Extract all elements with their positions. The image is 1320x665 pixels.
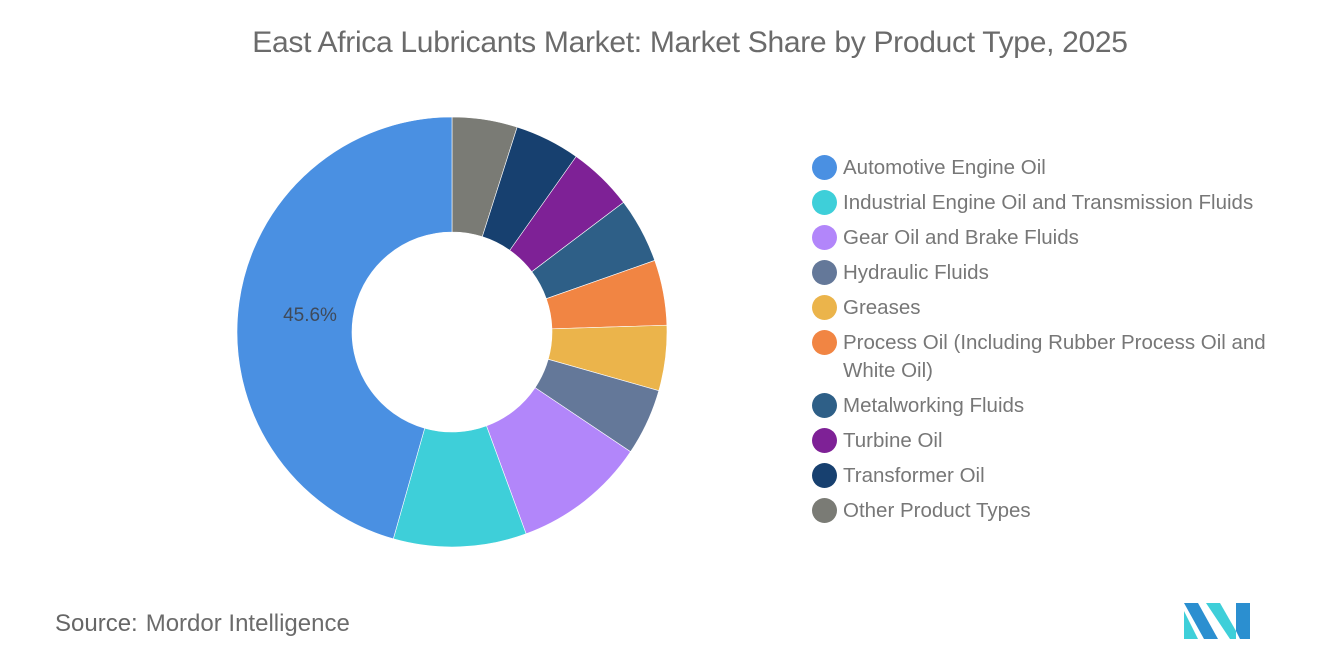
legend-label: Hydraulic Fluids bbox=[843, 261, 989, 284]
chart-title: East Africa Lubricants Market: Market Sh… bbox=[252, 26, 1128, 59]
legend-swatch-icon bbox=[812, 225, 837, 250]
source-label: Source: bbox=[55, 610, 138, 637]
legend-swatch-icon bbox=[812, 190, 837, 215]
donut-slice-automotive-engine-oil bbox=[236, 116, 453, 540]
legend-label: Other Product Types bbox=[843, 499, 1031, 522]
legend-item: Gear Oil and Brake Fluids bbox=[812, 224, 1272, 252]
legend-item: Metalworking Fluids bbox=[812, 392, 1272, 420]
legend-item: Hydraulic Fluids bbox=[812, 259, 1272, 287]
slice-data-label: 45.6% bbox=[283, 305, 337, 326]
chart-legend: Automotive Engine Oil Industrial Engine O… bbox=[812, 154, 1272, 532]
donut-data-labels: 45.6% bbox=[283, 305, 337, 326]
legend-item: Process Oil (Including Rubber Process Oi… bbox=[812, 329, 1272, 385]
legend-label: Greases bbox=[843, 296, 921, 319]
legend-swatch-icon bbox=[812, 463, 837, 488]
source-value: Mordor Intelligence bbox=[145, 610, 350, 637]
mordor-intelligence-logo-icon bbox=[1184, 603, 1250, 644]
legend-label: Industrial Engine Oil and Transmission F… bbox=[843, 191, 1254, 214]
legend-label: Process Oil (Including Rubber Process Oi… bbox=[843, 331, 1266, 382]
legend-label: Automotive Engine Oil bbox=[843, 156, 1046, 179]
legend-label: Gear Oil and Brake Fluids bbox=[843, 226, 1079, 249]
legend-item: Automotive Engine Oil bbox=[812, 154, 1272, 182]
legend-swatch-icon bbox=[812, 393, 837, 418]
donut-slices bbox=[236, 116, 668, 548]
legend-item: Industrial Engine Oil and Transmission F… bbox=[812, 189, 1272, 217]
legend-swatch-icon bbox=[812, 155, 837, 180]
logo-mark-icon bbox=[1184, 603, 1250, 639]
legend-item: Transformer Oil bbox=[812, 462, 1272, 490]
legend-swatch-icon bbox=[812, 330, 837, 355]
donut-chart: 45.6% bbox=[236, 116, 668, 548]
legend-swatch-icon bbox=[812, 295, 837, 320]
legend-item: Turbine Oil bbox=[812, 427, 1272, 455]
legend-swatch-icon bbox=[812, 498, 837, 523]
source-footer: Source: Mordor Intelligence bbox=[55, 610, 350, 638]
legend-label: Metalworking Fluids bbox=[843, 394, 1025, 417]
legend-label: Transformer Oil bbox=[843, 464, 985, 487]
legend-swatch-icon bbox=[812, 260, 837, 285]
legend-item: Greases bbox=[812, 294, 1272, 322]
legend-item: Other Product Types bbox=[812, 497, 1272, 525]
legend-label: Turbine Oil bbox=[843, 429, 943, 452]
legend-swatch-icon bbox=[812, 428, 837, 453]
